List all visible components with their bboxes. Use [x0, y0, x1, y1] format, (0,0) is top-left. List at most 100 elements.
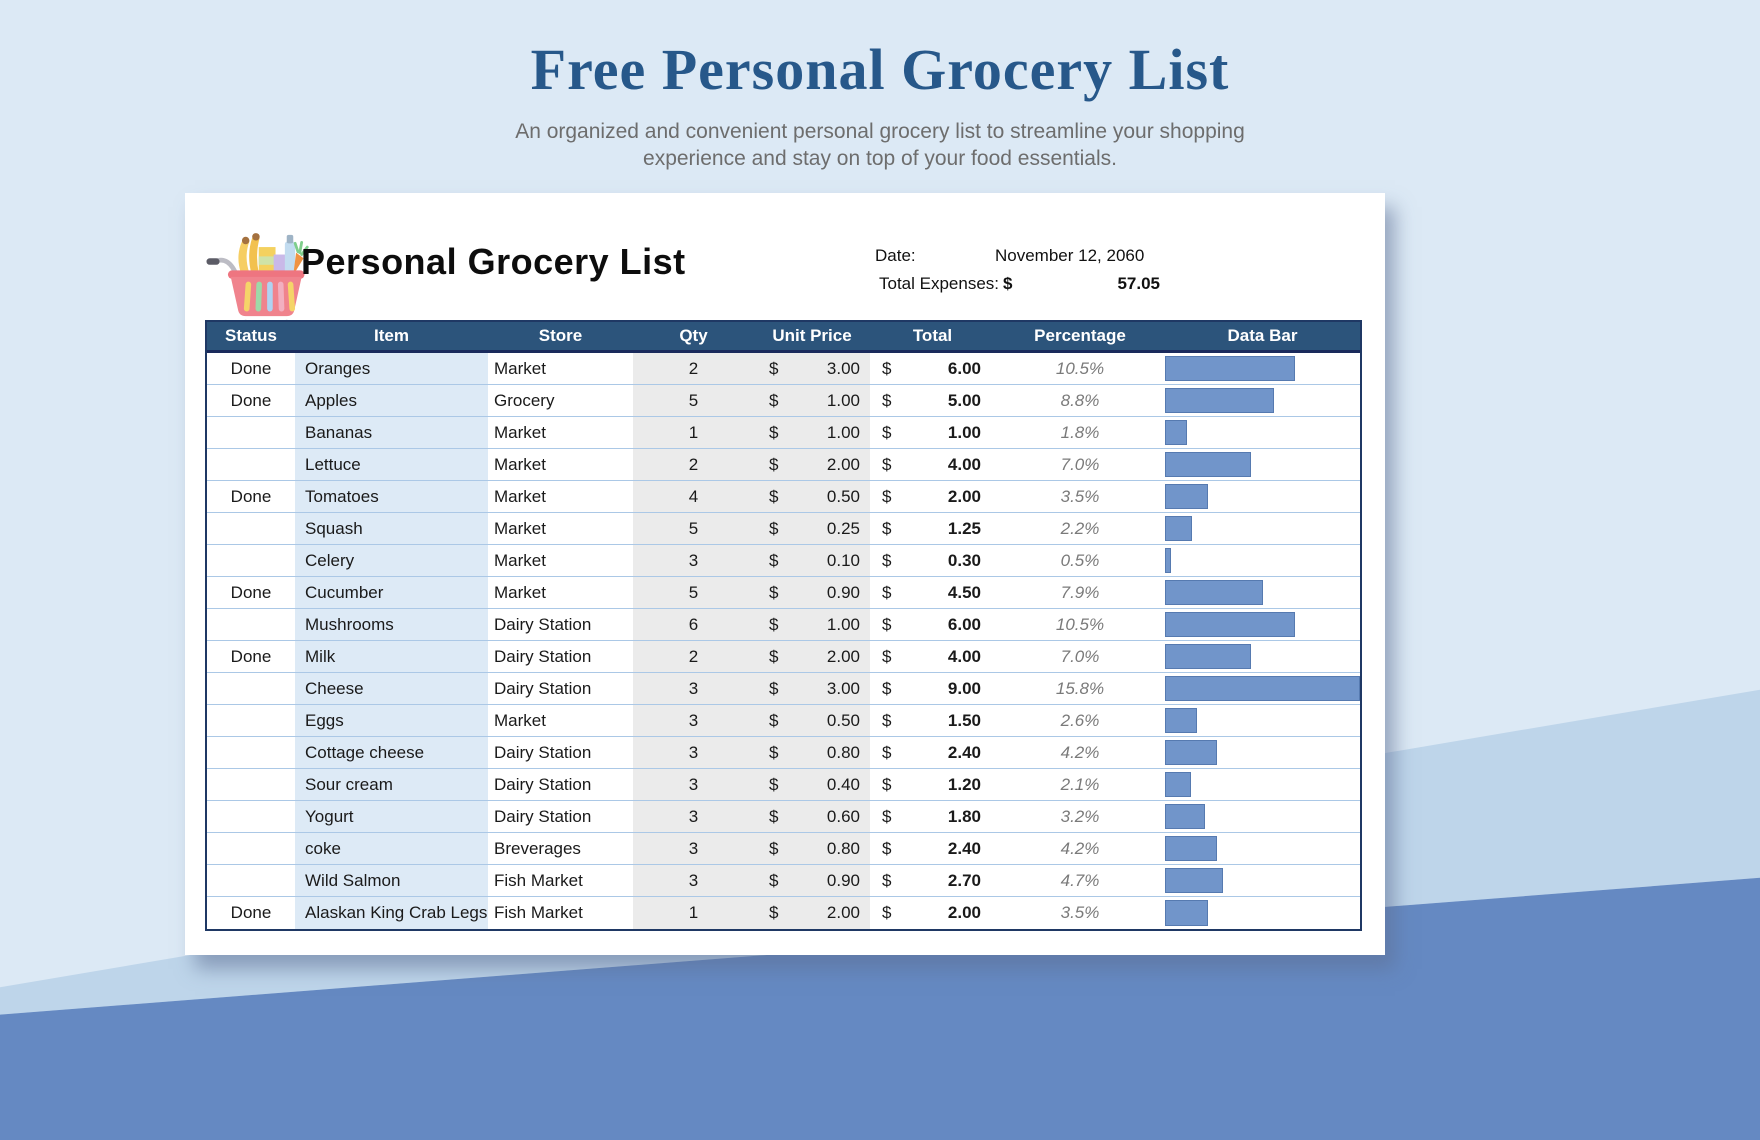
unit-price-value: 2.00: [826, 454, 860, 474]
unit-price-value: 0.10: [826, 550, 860, 570]
cell-unit-price: $0.80: [754, 833, 870, 864]
cell-total: $1.00: [870, 417, 995, 448]
data-bar: [1165, 388, 1274, 413]
cell-qty: 1: [633, 897, 754, 929]
unit-price-value: 0.90: [826, 582, 860, 602]
unit-price-value: 0.90: [826, 870, 860, 890]
cell-item: Yogurt: [295, 801, 488, 832]
table-row: coke Breverages 3 $0.80 $2.40 4.2%: [207, 833, 1360, 865]
cell-total: $4.00: [870, 449, 995, 480]
currency-symbol: $: [769, 646, 779, 666]
page-subtitle: An organized and convenient personal gro…: [515, 120, 1245, 171]
total-value: 4.00: [947, 646, 981, 666]
currency-symbol: $: [882, 678, 892, 698]
cell-data-bar: [1165, 897, 1360, 929]
cell-unit-price: $1.00: [754, 385, 870, 416]
cell-percentage: 7.9%: [1060, 582, 1100, 602]
data-bar: [1165, 356, 1295, 381]
cell-store: Fish Market: [494, 870, 583, 890]
cell-unit-price: $2.00: [754, 897, 870, 929]
data-bar: [1165, 772, 1191, 797]
cell-qty: 5: [633, 513, 754, 544]
cell-item: Mushrooms: [295, 609, 488, 640]
date-label: Date:: [875, 246, 916, 265]
cell-percentage: 8.8%: [1060, 390, 1100, 410]
cell-percentage: 3.2%: [1060, 806, 1100, 826]
data-bar: [1165, 836, 1217, 861]
cell-status: [207, 513, 295, 544]
currency-symbol: $: [769, 678, 779, 698]
cell-status: [207, 737, 295, 768]
cell-unit-price: $1.00: [754, 609, 870, 640]
column-header-percentage: Percentage: [1034, 326, 1126, 345]
cell-qty: 2: [633, 353, 754, 384]
unit-price-value: 0.25: [826, 518, 860, 538]
cell-store: Market: [494, 454, 546, 474]
cell-item: Bananas: [295, 417, 488, 448]
cell-qty: 5: [633, 385, 754, 416]
currency-symbol: $: [882, 518, 892, 538]
grocery-table: Status Item Store Qty Unit Price Total P…: [205, 320, 1362, 931]
cell-store: Dairy Station: [494, 678, 592, 698]
cell-item: Oranges: [295, 353, 488, 384]
cell-store: Market: [494, 710, 546, 730]
cell-qty: 2: [633, 449, 754, 480]
cell-qty: 2: [633, 641, 754, 672]
cell-item: Tomatoes: [295, 481, 488, 512]
currency-symbol: $: [882, 550, 892, 570]
cell-unit-price: $3.00: [754, 353, 870, 384]
cell-data-bar: [1165, 513, 1360, 544]
cell-percentage: 7.0%: [1060, 454, 1100, 474]
cell-qty: 3: [633, 705, 754, 736]
cell-store: Market: [494, 518, 546, 538]
cell-status: [207, 449, 295, 480]
currency-symbol: $: [882, 903, 892, 922]
cell-qty: 4: [633, 481, 754, 512]
cell-status: [207, 769, 295, 800]
data-bar: [1165, 740, 1217, 765]
data-bar: [1165, 900, 1209, 926]
cell-data-bar: [1165, 673, 1360, 704]
column-header-status: Status: [225, 326, 277, 345]
cell-data-bar: [1165, 737, 1360, 768]
cell-status: [207, 673, 295, 704]
cell-item: coke: [295, 833, 488, 864]
cell-percentage: 0.5%: [1060, 550, 1100, 570]
cell-qty: 3: [633, 865, 754, 896]
cell-unit-price: $0.60: [754, 801, 870, 832]
table-row: Done Cucumber Market 5 $0.90 $4.50 7.9%: [207, 577, 1360, 609]
cell-unit-price: $2.00: [754, 641, 870, 672]
cell-item: Celery: [295, 545, 488, 576]
cell-qty: 3: [633, 545, 754, 576]
total-value: 2.00: [947, 486, 981, 506]
total-value: 2.00: [947, 903, 981, 922]
currency-symbol: $: [769, 486, 779, 506]
total-value: 0.30: [947, 550, 981, 570]
cell-item: Cheese: [295, 673, 488, 704]
total-value: 2.70: [947, 870, 981, 890]
currency-symbol: $: [769, 742, 779, 762]
unit-price-value: 1.00: [826, 390, 860, 410]
cell-data-bar: [1165, 833, 1360, 864]
cell-store: Dairy Station: [494, 742, 592, 762]
cell-status: [207, 609, 295, 640]
currency-symbol: $: [882, 742, 892, 762]
table-row: Done Alaskan King Crab Legs Fish Market 1 $2…: [207, 897, 1360, 929]
cell-unit-price: $2.00: [754, 449, 870, 480]
cell-data-bar: [1165, 417, 1360, 448]
table-row: Eggs Market 3 $0.50 $1.50 2.6%: [207, 705, 1360, 737]
table-row: Done Milk Dairy Station 2 $2.00 $4.00 7.0%: [207, 641, 1360, 673]
cell-percentage: 10.5%: [1055, 358, 1105, 378]
cell-store: Market: [494, 422, 546, 442]
total-value: 2.40: [947, 838, 981, 858]
cell-qty: 5: [633, 577, 754, 608]
currency-symbol: $: [769, 903, 779, 922]
table-header-row: Status Item Store Qty Unit Price Total P…: [207, 322, 1360, 353]
unit-price-value: 0.50: [826, 486, 860, 506]
cell-data-bar: [1165, 609, 1360, 640]
unit-price-value: 0.50: [826, 710, 860, 730]
cell-status: [207, 545, 295, 576]
cell-qty: 3: [633, 801, 754, 832]
cell-store: Dairy Station: [494, 806, 592, 826]
total-value: 4.50: [947, 582, 981, 602]
